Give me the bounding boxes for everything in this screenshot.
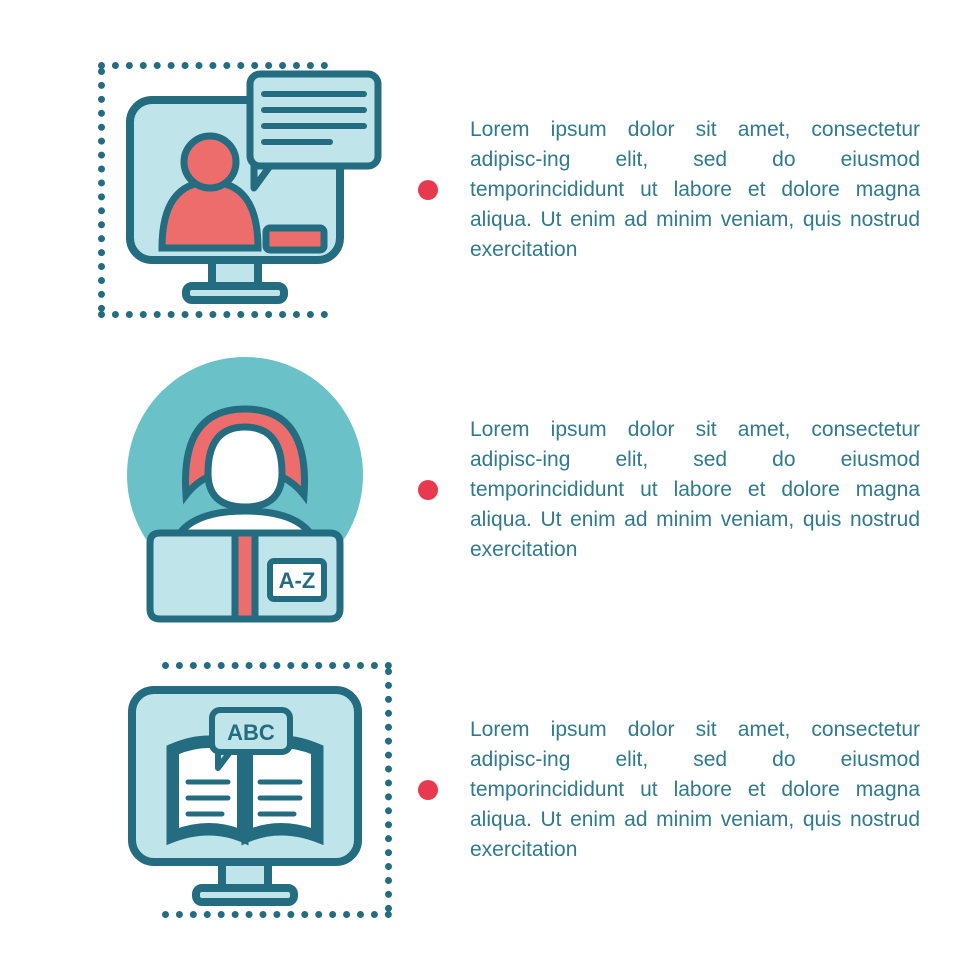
text-block-1: Lorem ipsum dolor sit amet, consectetur …: [400, 115, 920, 264]
icon-ebook: ABC: [90, 650, 400, 930]
bullet-dot: [418, 480, 438, 500]
icon-video-lecture: [90, 50, 400, 330]
row-video-lecture: Lorem ipsum dolor sit amet, consectetur …: [90, 50, 920, 330]
row-reader: A-Z Lorem ipsum dolor sit amet, consecte…: [90, 350, 920, 630]
dotted-frame: [162, 662, 392, 918]
icon-reader: A-Z: [90, 350, 400, 630]
text-block-3: Lorem ipsum dolor sit amet, consectetur …: [400, 715, 920, 864]
row-ebook: ABC Lorem ipsum dolor sit amet, consecte…: [90, 650, 920, 930]
bullet-dot: [418, 780, 438, 800]
paragraph: Lorem ipsum dolor sit amet, consectetur …: [470, 415, 920, 564]
dotted-frame: [98, 62, 328, 318]
text-block-2: Lorem ipsum dolor sit amet, consectetur …: [400, 415, 920, 564]
bullet-dot: [418, 180, 438, 200]
svg-text:A-Z: A-Z: [279, 568, 316, 593]
person-reading-icon: A-Z: [100, 345, 390, 635]
paragraph: Lorem ipsum dolor sit amet, consectetur …: [470, 115, 920, 264]
paragraph: Lorem ipsum dolor sit amet, consectetur …: [470, 715, 920, 864]
